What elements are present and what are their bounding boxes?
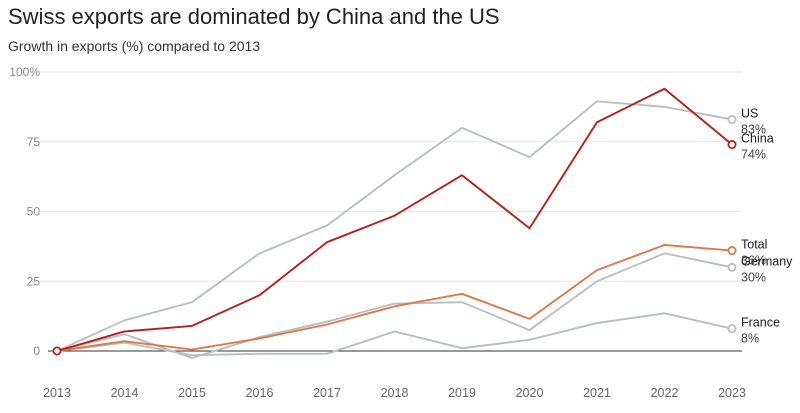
end-point-us xyxy=(727,114,737,124)
end-point-total xyxy=(727,246,737,256)
start-point xyxy=(52,346,62,356)
y-tick-label: 100% xyxy=(9,65,40,79)
series-value-germany: 30% xyxy=(741,270,766,284)
series-value-total: 36% xyxy=(741,254,766,268)
y-tick-label: 0 xyxy=(33,344,40,358)
chart-subtitle: Growth in exports (%) compared to 2013 xyxy=(8,38,261,54)
x-tick-label: 2014 xyxy=(111,386,139,400)
chart-title: Swiss exports are dominated by China and… xyxy=(8,4,500,29)
series-value-france: 8% xyxy=(741,332,759,346)
y-tick-label: 75 xyxy=(27,135,41,149)
y-tick-label: 25 xyxy=(27,274,41,288)
x-tick-label: 2023 xyxy=(718,386,746,400)
x-tick-label: 2022 xyxy=(651,386,679,400)
x-tick-label: 2013 xyxy=(43,386,71,400)
series-line-germany xyxy=(56,252,733,359)
y-axis-ticks: 0 25 50 75 100% xyxy=(9,65,40,358)
series-label-us: US xyxy=(741,106,758,120)
end-point-france xyxy=(727,324,737,334)
series-label-total: Total xyxy=(741,238,767,252)
series-label-china: China xyxy=(741,132,774,146)
x-tick-label: 2015 xyxy=(178,386,206,400)
x-tick-label: 2019 xyxy=(448,386,476,400)
y-tick-label: 50 xyxy=(27,205,41,219)
x-tick-label: 2020 xyxy=(516,386,544,400)
x-tick-label: 2018 xyxy=(381,386,409,400)
end-point-germany xyxy=(727,262,737,272)
series-labels: US 83%China 74% Total 36%Germany 30% France 8% xyxy=(741,106,793,345)
x-tick-label: 2016 xyxy=(246,386,274,400)
gridlines xyxy=(40,71,742,282)
series-line-us xyxy=(56,100,733,352)
series-value-us: 83% xyxy=(741,122,766,136)
series-line-china xyxy=(56,87,733,352)
series-label-germany: Germany xyxy=(741,254,793,268)
x-tick-label: 2017 xyxy=(313,386,341,400)
series-line-total xyxy=(56,244,733,352)
series-value-china: 74% xyxy=(741,148,766,162)
x-axis-ticks: 2013 2014 2015 2016 2017 2018 2019 2020 2021 2022… xyxy=(43,386,746,400)
series-lines xyxy=(52,87,737,359)
series-line-france xyxy=(56,312,733,357)
series-label-france: France xyxy=(741,316,780,330)
x-tick-label: 2021 xyxy=(583,386,611,400)
end-point-china xyxy=(727,140,737,150)
